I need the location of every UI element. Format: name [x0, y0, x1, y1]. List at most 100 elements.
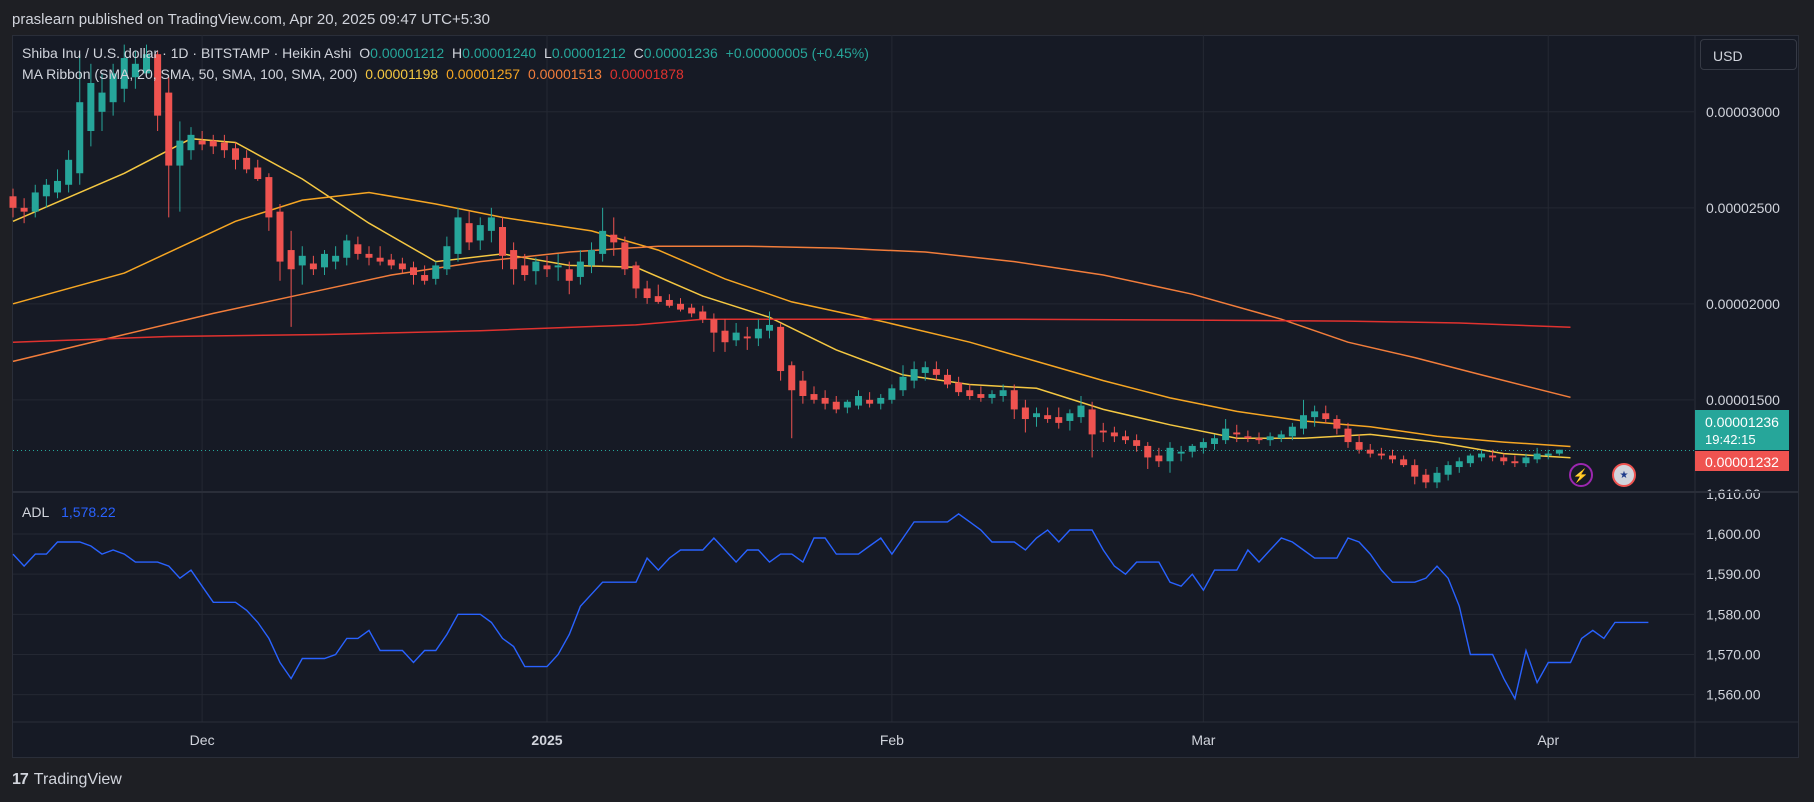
candle-body — [1133, 440, 1141, 446]
candle-body — [232, 148, 239, 160]
candle-body — [988, 394, 996, 398]
candle-body — [365, 253, 373, 258]
candle-body — [899, 376, 907, 391]
candle-body — [398, 263, 406, 270]
change-value: +0.00000005 (+0.45%) — [725, 45, 869, 61]
candle-body — [98, 92, 106, 112]
currency-selector[interactable]: USD — [1700, 39, 1797, 70]
brand-name: TradingView — [33, 771, 122, 788]
last-price-tag: 0.00001236 19:42:15 — [1695, 410, 1789, 450]
candle-body — [287, 250, 295, 270]
adl-legend: ADL 1,578.22 — [22, 504, 120, 520]
candle-body — [932, 369, 940, 375]
candle-body — [821, 397, 829, 404]
candle-body — [499, 227, 506, 256]
x-tick-label: Feb — [880, 732, 904, 748]
candle-body — [1433, 472, 1441, 483]
candle-body — [710, 319, 718, 333]
open-label: O — [359, 45, 371, 61]
candle-body — [1088, 409, 1096, 435]
candle-body — [554, 265, 562, 268]
candle-body — [777, 326, 785, 372]
adl-tick-label: 1,560.00 — [1706, 687, 1761, 703]
candle-body — [966, 390, 974, 396]
ma20-value: 0.00001198 — [365, 66, 439, 82]
candle-body — [332, 255, 340, 262]
candle-body — [9, 196, 17, 208]
candle-body — [877, 397, 885, 404]
publish-info: praslearn published on TradingView.com, … — [12, 11, 490, 28]
candle-body — [732, 332, 740, 341]
adl-tick-label: 1,610.00 — [1706, 486, 1761, 502]
candle-body — [1511, 461, 1519, 464]
candle-body — [1155, 455, 1163, 462]
candle-body — [621, 242, 629, 270]
candle-body — [632, 265, 640, 289]
candle-body — [832, 401, 840, 410]
candle-body — [265, 177, 273, 218]
candle-body — [1355, 442, 1363, 450]
candle-body — [1233, 432, 1241, 435]
candle-body — [1300, 415, 1307, 429]
candle-body — [1144, 445, 1152, 458]
y-tick-label: 0.00002000 — [1706, 296, 1780, 312]
candle-body — [699, 311, 707, 320]
ma-ribbon-label: MA Ribbon (SMA, 20, SMA, 50, SMA, 100, S… — [22, 66, 358, 82]
low-price-tag: 0.00001232 — [1695, 451, 1789, 471]
candle-body — [1478, 453, 1485, 458]
candle-body — [1489, 455, 1497, 458]
adl-value: 1,578.22 — [61, 504, 116, 520]
ma-ribbon-legend: MA Ribbon (SMA, 20, SMA, 50, SMA, 100, S… — [22, 66, 688, 82]
candle-body — [1255, 438, 1263, 441]
tradingview-logo[interactable]: 17 TradingView — [12, 771, 122, 789]
candle-body — [599, 230, 607, 254]
candle-body — [677, 303, 684, 310]
candle-body — [1333, 419, 1341, 429]
candle-body — [1411, 465, 1419, 477]
candle-body — [921, 367, 929, 373]
lightning-icon[interactable]: ⚡ — [1569, 463, 1593, 487]
candle-body — [1544, 453, 1552, 456]
candle-body — [1122, 436, 1129, 441]
candle-body — [443, 246, 451, 270]
candle-body — [799, 380, 807, 396]
candle-body — [1021, 407, 1029, 420]
top-bar: praslearn published on TradingView.com, … — [0, 0, 1814, 34]
candle-body — [176, 140, 184, 166]
candle-body — [743, 336, 751, 339]
candle-body — [810, 394, 818, 400]
candle-body — [209, 140, 217, 147]
candle-body — [1533, 453, 1541, 460]
ma-line-sma100 — [12, 245, 1571, 399]
candle-body — [220, 142, 228, 151]
candle-body — [1066, 413, 1074, 421]
close-value: 0.00001236 — [643, 45, 718, 61]
candle-body — [1288, 426, 1296, 437]
candle-body — [1366, 449, 1374, 454]
candle-body — [565, 269, 573, 281]
candle-body — [187, 134, 195, 151]
x-tick-label: Apr — [1537, 732, 1559, 748]
candle-body — [1177, 451, 1185, 454]
candle-body — [510, 250, 518, 270]
candle-body — [109, 73, 117, 103]
us-flag-icon[interactable]: ★ — [1612, 463, 1636, 487]
candle-body — [276, 211, 284, 262]
candle-body — [76, 102, 84, 174]
candle-body — [532, 261, 540, 272]
candle-body — [888, 388, 896, 400]
chart-frame — [12, 35, 1799, 758]
candle-body — [454, 217, 462, 254]
candle-body — [1466, 455, 1474, 464]
close-label: C — [633, 45, 644, 61]
candle-body — [1077, 405, 1085, 418]
candle-body — [665, 299, 673, 306]
candle-body — [1110, 432, 1118, 437]
candle-body — [654, 296, 662, 302]
candle-body — [131, 63, 139, 78]
candle-body — [610, 234, 618, 243]
candle-body — [321, 253, 328, 268]
open-value: 0.00001212 — [370, 45, 445, 61]
y-tick-label: 0.00003000 — [1706, 104, 1780, 120]
